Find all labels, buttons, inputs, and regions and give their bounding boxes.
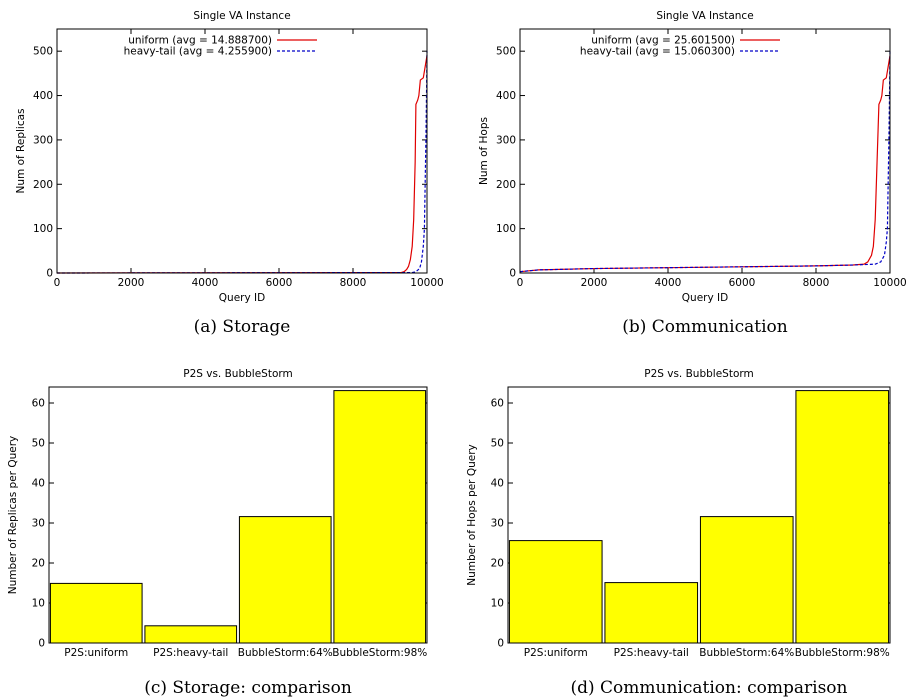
bar-p2s-uniform — [508, 540, 603, 644]
y-tick-label: 50 — [32, 438, 45, 450]
y-tick-label: 40 — [32, 478, 45, 490]
legend-label: uniform (avg = 14.888700) — [128, 35, 272, 47]
chart-panel-d: P2S vs. BubbleStorm 0 10 20 30 40 50 60 Number o… — [466, 368, 891, 698]
y-tick-label: 50 — [491, 438, 504, 450]
y-tick-label: 10 — [32, 598, 45, 610]
y-tick-label: 500 — [33, 46, 53, 58]
x-axis-label: Query ID — [219, 292, 265, 304]
panel-caption: (b) Communication — [622, 317, 788, 337]
chart-title: Single VA Instance — [193, 10, 290, 22]
chart-title: P2S vs. BubbleStorm — [183, 368, 293, 380]
y-tick-label: 400 — [33, 90, 53, 102]
x-tick-label: BubbleStorm:64% — [238, 647, 333, 659]
y-tick-label: 400 — [496, 90, 516, 102]
panel-caption: (d) Communication: comparison — [571, 678, 848, 698]
plot-frame — [519, 28, 891, 274]
panel-caption: (c) Storage: comparison — [144, 678, 352, 698]
y-tick-label: 10 — [491, 598, 504, 610]
plot-frame — [507, 386, 891, 644]
series-line-uniform — [519, 55, 891, 273]
series-line-heavy-tail — [519, 51, 891, 273]
bar-p2s-uniform — [49, 582, 143, 644]
x-tick-label: P2S:uniform — [64, 647, 128, 659]
x-tick-label: 2000 — [118, 277, 145, 289]
y-tick-label: 100 — [33, 223, 53, 235]
x-tick-label: 2000 — [581, 277, 608, 289]
chart-panel-c: P2S vs. BubbleStorm 0 10 20 30 40 50 60 Number o… — [7, 368, 428, 698]
x-tick-label: 4000 — [655, 277, 682, 289]
y-axis-label: Number of Replicas per Query — [7, 436, 19, 594]
chart-panel-a: Single VA Instance 0 100 200 300 400 500 Num of… — [15, 10, 444, 337]
y-axis-label: Num of Hops — [478, 117, 490, 185]
y-tick-label: 300 — [33, 134, 53, 146]
y-tick-label: 40 — [491, 478, 504, 490]
y-tick-label: 100 — [496, 223, 516, 235]
x-tick-label: P2S:uniform — [524, 647, 588, 659]
chart-title: Single VA Instance — [656, 10, 753, 22]
series-line-uniform — [56, 55, 428, 274]
x-tick-label: 8000 — [803, 277, 830, 289]
y-tick-label: 200 — [33, 179, 53, 191]
x-tick-label: 10000 — [873, 277, 906, 289]
y-tick-label: 0 — [46, 268, 53, 280]
y-tick-label: 20 — [32, 558, 45, 570]
bar-bubblestorm-98- — [333, 390, 427, 644]
y-tick-label: 20 — [491, 558, 504, 570]
y-tick-label: 500 — [496, 46, 516, 58]
y-tick-label: 30 — [491, 518, 504, 530]
legend-label: heavy-tail (avg = 15.060300) — [580, 46, 735, 58]
bar-p2s-heavy-tail — [604, 582, 699, 644]
plot-frame — [56, 28, 428, 274]
series-line-heavy-tail — [56, 51, 428, 274]
x-tick-label: 10000 — [410, 277, 443, 289]
y-tick-label: 30 — [32, 518, 45, 530]
x-tick-label: BubbleStorm:98% — [332, 647, 427, 659]
bar-bubblestorm-98- — [795, 390, 890, 644]
x-tick-label: 4000 — [192, 277, 219, 289]
bar-bubblestorm-64- — [699, 516, 794, 644]
y-tick-label: 0 — [38, 638, 45, 650]
y-tick-label: 0 — [509, 268, 516, 280]
y-axis-label: Num of Replicas — [15, 109, 27, 194]
plot-frame — [48, 386, 428, 644]
x-tick-label: BubbleStorm:64% — [699, 647, 794, 659]
y-tick-label: 300 — [496, 134, 516, 146]
x-tick-label: BubbleStorm:98% — [795, 647, 890, 659]
panel-caption: (a) Storage — [194, 317, 291, 337]
x-tick-label: 0 — [54, 277, 61, 289]
x-tick-label: 0 — [517, 277, 524, 289]
y-tick-label: 200 — [496, 179, 516, 191]
x-tick-label: P2S:heavy-tail — [153, 647, 228, 659]
x-tick-label: P2S:heavy-tail — [614, 647, 689, 659]
legend-label: heavy-tail (avg = 4.255900) — [124, 46, 272, 58]
bar-p2s-heavy-tail — [144, 625, 238, 644]
y-axis-label: Number of Hops per Query — [466, 444, 478, 585]
x-axis-label: Query ID — [682, 292, 728, 304]
y-tick-label: 0 — [497, 638, 504, 650]
chart-title: P2S vs. BubbleStorm — [644, 368, 754, 380]
x-tick-label: 8000 — [340, 277, 367, 289]
y-tick-label: 60 — [32, 398, 45, 410]
x-tick-label: 6000 — [266, 277, 293, 289]
y-tick-label: 60 — [491, 398, 504, 410]
bar-bubblestorm-64- — [238, 516, 332, 644]
x-tick-label: 6000 — [729, 277, 756, 289]
chart-panel-b: Single VA Instance 0 100 200 300 400 500 Num of… — [478, 10, 906, 337]
legend-label: uniform (avg = 25.601500) — [591, 35, 735, 47]
